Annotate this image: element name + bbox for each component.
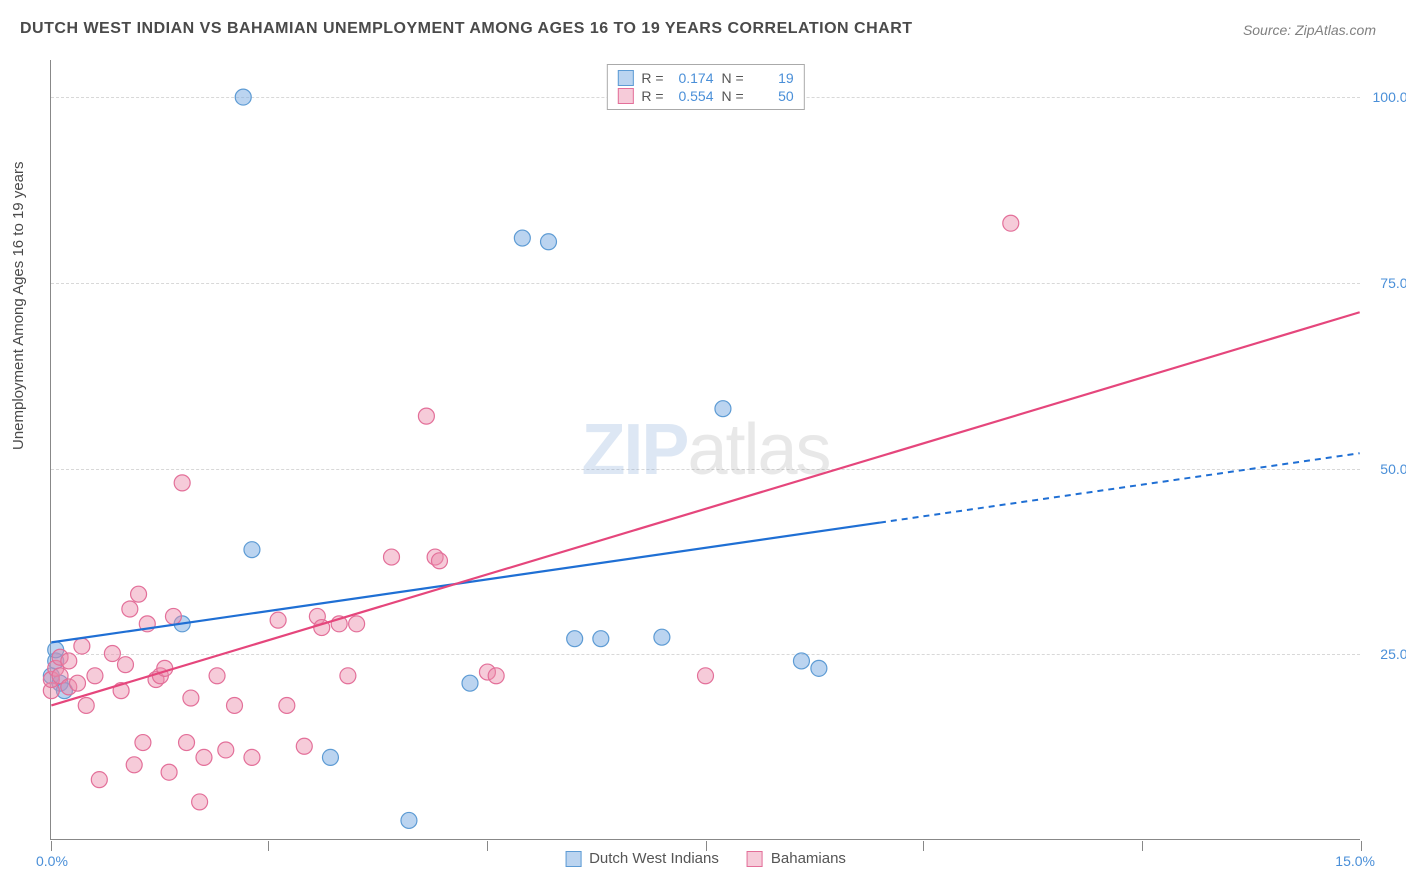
data-point <box>418 408 434 424</box>
legend-item-1: Bahamians <box>747 850 846 867</box>
n-label: N = <box>722 70 744 86</box>
legend-row-series-0: R = 0.174 N = 19 <box>617 69 793 87</box>
data-point <box>78 697 94 713</box>
data-point <box>192 794 208 810</box>
x-tick-mark <box>1142 841 1143 851</box>
swatch-legend-0 <box>565 851 581 867</box>
r-label: R = <box>641 70 663 86</box>
data-point <box>91 772 107 788</box>
legend-label-0: Dutch West Indians <box>589 850 719 867</box>
data-point <box>122 601 138 617</box>
swatch-series-1 <box>617 88 633 104</box>
y-tick-label: 100.0% <box>1365 89 1406 105</box>
y-tick-label: 50.0% <box>1365 461 1406 477</box>
x-tick-mark <box>706 841 707 851</box>
data-point <box>87 668 103 684</box>
source-credit: Source: ZipAtlas.com <box>1243 22 1376 38</box>
x-tick-min: 0.0% <box>36 853 68 869</box>
data-point <box>196 749 212 765</box>
data-point <box>174 475 190 491</box>
data-point <box>235 89 251 105</box>
r-value-1: 0.554 <box>672 88 714 104</box>
data-point <box>698 668 714 684</box>
data-point <box>183 690 199 706</box>
y-tick-label: 25.0% <box>1365 646 1406 662</box>
data-point <box>401 812 417 828</box>
data-point <box>218 742 234 758</box>
data-point <box>593 631 609 647</box>
y-axis-label: Unemployment Among Ages 16 to 19 years <box>10 161 27 450</box>
legend-label-1: Bahamians <box>771 850 846 867</box>
data-point <box>793 653 809 669</box>
scatter-plot-svg <box>51 60 1360 839</box>
data-point <box>131 586 147 602</box>
data-point <box>244 749 260 765</box>
x-tick-mark <box>51 841 52 851</box>
data-point <box>322 749 338 765</box>
r-value-0: 0.174 <box>672 70 714 86</box>
y-tick-label: 75.0% <box>1365 275 1406 291</box>
data-point <box>244 542 260 558</box>
data-point <box>70 675 86 691</box>
x-tick-mark <box>1361 841 1362 851</box>
data-point <box>296 738 312 754</box>
trend-line <box>51 523 880 643</box>
data-point <box>541 234 557 250</box>
n-value-0: 19 <box>752 70 794 86</box>
data-point <box>715 401 731 417</box>
data-point <box>61 653 77 669</box>
chart-title: DUTCH WEST INDIAN VS BAHAMIAN UNEMPLOYME… <box>20 20 913 38</box>
legend-row-series-1: R = 0.554 N = 50 <box>617 87 793 105</box>
chart-area: ZIPatlas R = 0.174 N = 19 R = 0.554 N = … <box>50 60 1360 840</box>
data-point <box>279 697 295 713</box>
data-point <box>431 553 447 569</box>
data-point <box>567 631 583 647</box>
swatch-series-0 <box>617 70 633 86</box>
data-point <box>227 697 243 713</box>
trend-line-extrapolated <box>880 453 1360 522</box>
x-tick-mark <box>268 841 269 851</box>
trend-line <box>51 312 1359 705</box>
data-point <box>104 646 120 662</box>
data-point <box>384 549 400 565</box>
data-point <box>349 616 365 632</box>
data-point <box>135 735 151 751</box>
data-point <box>1003 215 1019 231</box>
data-point <box>462 675 478 691</box>
data-point <box>126 757 142 773</box>
x-tick-mark <box>923 841 924 851</box>
data-point <box>161 764 177 780</box>
data-point <box>117 657 133 673</box>
data-point <box>811 660 827 676</box>
legend-item-0: Dutch West Indians <box>565 850 719 867</box>
data-point <box>340 668 356 684</box>
r-label: R = <box>641 88 663 104</box>
swatch-legend-1 <box>747 851 763 867</box>
x-tick-max: 15.0% <box>1335 853 1375 869</box>
correlation-legend: R = 0.174 N = 19 R = 0.554 N = 50 <box>606 64 804 110</box>
data-point <box>514 230 530 246</box>
series-legend: Dutch West Indians Bahamians <box>565 850 846 867</box>
data-point <box>654 629 670 645</box>
data-point <box>270 612 286 628</box>
data-point <box>209 668 225 684</box>
x-tick-mark <box>487 841 488 851</box>
data-point <box>488 668 504 684</box>
n-label: N = <box>722 88 744 104</box>
data-point <box>179 735 195 751</box>
n-value-1: 50 <box>752 88 794 104</box>
data-point <box>74 638 90 654</box>
data-point <box>165 608 181 624</box>
